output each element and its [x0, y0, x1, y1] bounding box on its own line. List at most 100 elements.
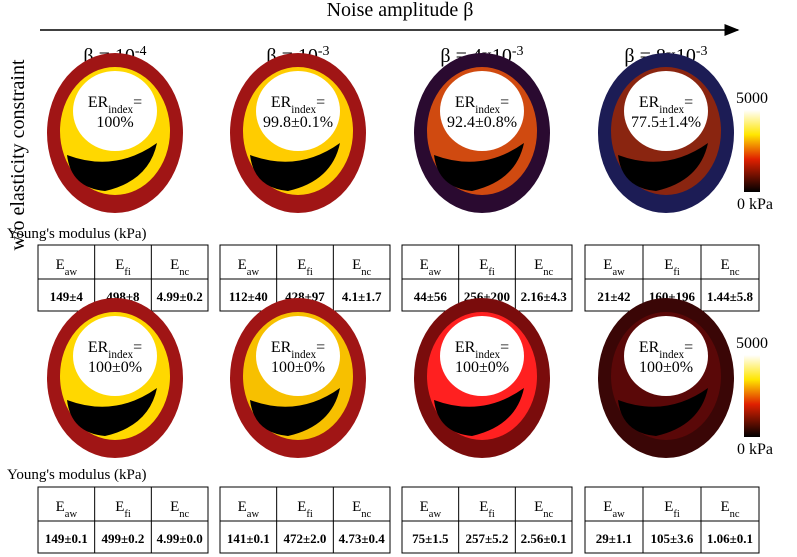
table-header-part: E — [420, 499, 429, 515]
table-header: Efi — [115, 499, 131, 520]
table-header-part: E — [420, 257, 429, 273]
er-label: ERindex= — [455, 339, 509, 361]
table-header-part: fi — [488, 509, 494, 520]
er-value: 100% — [96, 114, 133, 131]
er-label-part: index — [475, 104, 500, 116]
er-label: ERindex= — [271, 94, 325, 116]
heart-cavity — [256, 71, 340, 151]
table-header: Efi — [297, 257, 313, 278]
table-value: 2.56±0.1 — [521, 531, 567, 546]
table-header-part: nc — [543, 267, 553, 278]
table-value: 4.99±0.2 — [157, 289, 203, 304]
table-header: Eaw — [603, 499, 625, 520]
heart-crescent — [434, 143, 524, 191]
er-value: 100±0% — [271, 359, 325, 376]
arrow-label: Noise amplitude β — [327, 0, 474, 21]
er-label: ERindex= — [639, 339, 693, 361]
table-header: Efi — [297, 499, 313, 520]
table-value: 44±56 — [414, 289, 448, 304]
table-header-part: E — [664, 499, 673, 515]
table-value: 21±42 — [597, 289, 630, 304]
table-header: Eaw — [238, 257, 260, 278]
er-label-part: index — [108, 349, 133, 361]
table-value: 1.06±0.1 — [707, 531, 753, 546]
table-value: 4.73±0.4 — [339, 531, 386, 546]
row-label: w/o elasticity constraint — [7, 59, 29, 251]
table-header: Eaw — [56, 499, 78, 520]
heart-cavity — [440, 71, 524, 151]
table-header-part: E — [56, 257, 65, 273]
table-value: 4.99±0.0 — [157, 531, 203, 546]
er-value: 92.4±0.8% — [447, 114, 517, 131]
er-label-part: ER — [639, 94, 660, 111]
table-header: Efi — [664, 499, 680, 520]
er-label-part: = — [684, 94, 693, 111]
table-header-part: E — [720, 257, 729, 273]
er-label-part: index — [659, 104, 684, 116]
table-header-part: nc — [730, 509, 740, 520]
table — [584, 486, 760, 554]
table-header-part: E — [603, 499, 612, 515]
er-value: 100±0% — [455, 359, 509, 376]
table-header-part: E — [352, 499, 361, 515]
table-header: Enc — [534, 257, 553, 278]
column-title-part: -3 — [696, 44, 708, 59]
table-header-part: E — [534, 499, 543, 515]
table-header-part: aw — [612, 509, 625, 520]
table-header-part: E — [603, 257, 612, 273]
table-header: Eaw — [420, 499, 442, 520]
er-label: ERindex= — [271, 339, 325, 361]
er-label-part: = — [684, 339, 693, 356]
er-label-part: = — [133, 94, 142, 111]
table-header: Enc — [352, 257, 371, 278]
table-header-part: E — [534, 257, 543, 273]
table-value: 499±0.2 — [102, 531, 145, 546]
table-header: Efi — [115, 257, 131, 278]
table-header-part: aw — [429, 267, 442, 278]
table-value: 141±0.1 — [227, 531, 270, 546]
column-title-part: -4 — [135, 44, 147, 59]
table-header-part: nc — [361, 509, 371, 520]
column-title-part: -3 — [318, 44, 330, 59]
er-label-part: = — [133, 339, 142, 356]
heart-crescent — [618, 388, 708, 436]
table-header-part: aw — [247, 267, 260, 278]
table-header: Enc — [352, 499, 371, 520]
table — [219, 486, 391, 554]
table-value: 75±1.5 — [412, 531, 449, 546]
table — [37, 486, 209, 554]
colorbar-max: 5000 — [736, 335, 768, 352]
er-value: 100±0% — [639, 359, 693, 376]
table-header: Enc — [170, 499, 189, 520]
er-label-part: ER — [455, 94, 476, 111]
er-label-part: index — [108, 104, 133, 116]
heart-crescent — [250, 388, 340, 436]
er-value: 77.5±1.4% — [631, 114, 701, 131]
table-value: 29±1.1 — [596, 531, 632, 546]
table-header-part: E — [297, 257, 306, 273]
table-header-part: E — [56, 499, 65, 515]
table-header: Efi — [664, 257, 680, 278]
table-header-part: fi — [306, 509, 312, 520]
er-value: 100±0% — [88, 359, 142, 376]
heart-cavity — [73, 316, 157, 396]
table-header-part: E — [238, 257, 247, 273]
colorbar-max: 5000 — [736, 90, 768, 107]
table-header-part: E — [479, 257, 488, 273]
table-header-part: fi — [306, 267, 312, 278]
heart-crescent — [618, 143, 708, 191]
er-label: ERindex= — [639, 94, 693, 116]
table-header: Efi — [479, 257, 495, 278]
er-label: ERindex= — [455, 94, 509, 116]
er-label-part: index — [291, 349, 316, 361]
er-label-part: ER — [455, 339, 476, 356]
colorbar — [744, 110, 760, 192]
table-value: 257±5.2 — [466, 531, 509, 546]
table-header-part: aw — [65, 267, 78, 278]
table-header-part: E — [352, 257, 361, 273]
table — [401, 486, 573, 554]
table-header: Enc — [720, 257, 739, 278]
table-header: Enc — [534, 499, 553, 520]
table-header-part: nc — [543, 509, 553, 520]
heart-cavity — [624, 71, 708, 151]
